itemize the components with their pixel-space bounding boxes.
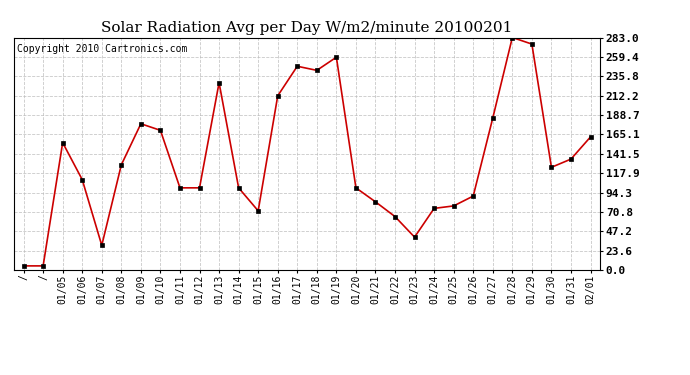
Title: Solar Radiation Avg per Day W/m2/minute 20100201: Solar Radiation Avg per Day W/m2/minute …	[101, 21, 513, 35]
Text: Copyright 2010 Cartronics.com: Copyright 2010 Cartronics.com	[17, 45, 187, 54]
